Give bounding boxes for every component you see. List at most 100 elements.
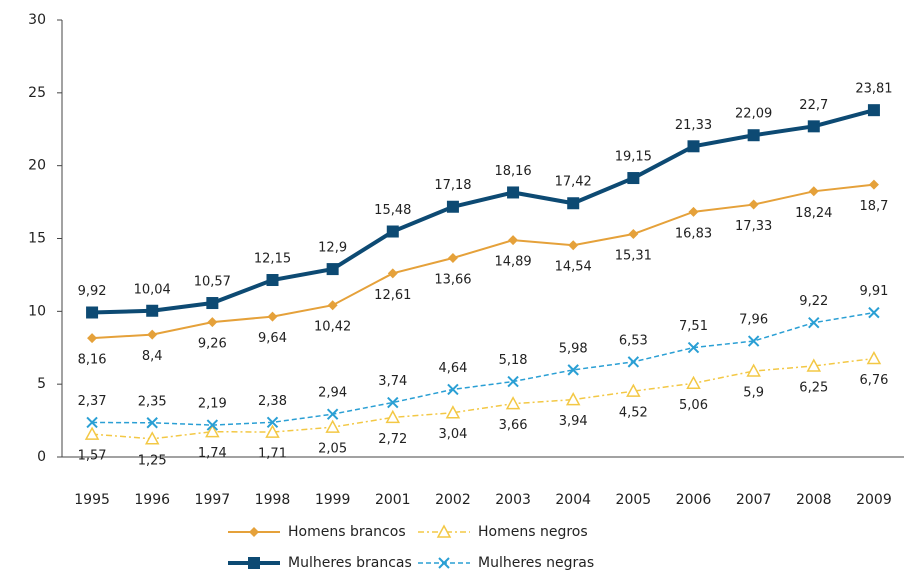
point xyxy=(868,306,880,319)
value-label: 2,05 xyxy=(318,442,347,457)
value-label: 1,57 xyxy=(78,449,107,464)
value-label: 2,35 xyxy=(138,394,167,409)
value-label: 2,72 xyxy=(378,432,407,447)
legend-label: Homens brancos xyxy=(288,524,406,540)
value-label: 15,31 xyxy=(615,248,652,263)
point xyxy=(508,235,519,246)
value-label: 13,66 xyxy=(434,273,471,288)
value-label: 14,89 xyxy=(494,255,531,270)
value-label: 17,18 xyxy=(434,178,471,193)
value-label: 23,81 xyxy=(855,82,892,97)
value-label: 2,19 xyxy=(198,397,227,412)
point xyxy=(688,206,699,217)
point xyxy=(627,172,640,185)
point xyxy=(325,419,340,433)
x-tick-label: 2009 xyxy=(856,492,892,508)
point xyxy=(808,186,819,197)
value-label: 4,52 xyxy=(619,406,648,421)
y-tick-label: 30 xyxy=(28,12,46,28)
value-label: 2,37 xyxy=(78,394,107,409)
point xyxy=(207,317,218,328)
legend-marker xyxy=(438,557,450,569)
value-label: 17,42 xyxy=(555,175,592,190)
value-label: 22,09 xyxy=(735,107,772,122)
point xyxy=(746,363,761,377)
value-label: 5,9 xyxy=(743,386,764,401)
legend-marker xyxy=(436,524,452,538)
x-tick-label: 2001 xyxy=(375,492,411,508)
point xyxy=(447,253,458,264)
point xyxy=(146,417,158,429)
value-label: 15,48 xyxy=(374,203,411,218)
x-tick-label: 2002 xyxy=(435,492,471,508)
value-label: 1,74 xyxy=(198,446,227,461)
value-label: 8,4 xyxy=(142,349,163,364)
point xyxy=(327,300,338,311)
point xyxy=(507,375,519,388)
legend-label: Homens negros xyxy=(478,524,588,540)
point xyxy=(86,306,99,319)
point xyxy=(687,140,700,153)
value-label: 10,04 xyxy=(134,282,171,297)
point xyxy=(626,383,641,397)
point xyxy=(687,341,700,354)
point xyxy=(446,200,459,213)
y-tick-label: 0 xyxy=(37,449,46,465)
value-label: 3,74 xyxy=(378,374,407,389)
point xyxy=(748,199,759,210)
point xyxy=(565,392,581,406)
value-label: 6,25 xyxy=(799,380,828,395)
value-label: 19,15 xyxy=(615,150,652,165)
value-label: 10,42 xyxy=(314,320,351,335)
x-tick-label: 1996 xyxy=(134,492,170,508)
legend-label: Mulheres negras xyxy=(478,555,594,571)
point xyxy=(445,405,461,419)
legend-marker xyxy=(248,557,260,569)
point xyxy=(505,396,521,410)
x-tick-label: 2004 xyxy=(555,492,591,508)
point xyxy=(326,408,339,420)
value-label: 3,04 xyxy=(438,427,467,442)
value-label: 6,76 xyxy=(859,373,888,388)
value-label: 7,51 xyxy=(679,319,708,334)
y-tick-label: 15 xyxy=(28,231,46,247)
value-label: 9,64 xyxy=(258,331,287,346)
point xyxy=(507,186,520,199)
x-tick-label: 1995 xyxy=(74,492,110,508)
x-tick-label: 2005 xyxy=(616,492,652,508)
point xyxy=(447,383,459,396)
value-label: 1,25 xyxy=(138,453,167,468)
point xyxy=(627,356,640,368)
point xyxy=(867,104,880,117)
value-label: 9,22 xyxy=(799,294,828,309)
point xyxy=(747,335,760,347)
point xyxy=(147,329,158,340)
point xyxy=(144,431,160,445)
point xyxy=(146,304,159,317)
point xyxy=(265,424,280,438)
point xyxy=(266,274,279,287)
point xyxy=(205,424,220,438)
value-label: 5,18 xyxy=(499,353,528,368)
series-line xyxy=(92,183,875,340)
x-tick-label: 1997 xyxy=(195,492,231,508)
series-line xyxy=(92,311,875,426)
point xyxy=(567,364,579,376)
value-label: 12,9 xyxy=(318,241,347,256)
point xyxy=(387,268,398,279)
value-label: 2,38 xyxy=(258,394,287,409)
value-label: 12,15 xyxy=(254,252,291,267)
value-label: 1,71 xyxy=(258,447,287,462)
value-label: 14,54 xyxy=(555,260,592,275)
value-label: 3,66 xyxy=(499,418,528,433)
y-tick-label: 5 xyxy=(37,376,46,392)
x-tick-label: 2006 xyxy=(676,492,712,508)
value-label: 9,92 xyxy=(78,284,107,299)
value-label: 10,57 xyxy=(194,275,231,290)
point xyxy=(326,263,339,276)
x-tick-label: 1999 xyxy=(315,492,351,508)
point xyxy=(747,129,760,142)
value-label: 16,83 xyxy=(675,226,712,241)
value-label: 17,33 xyxy=(735,219,772,234)
